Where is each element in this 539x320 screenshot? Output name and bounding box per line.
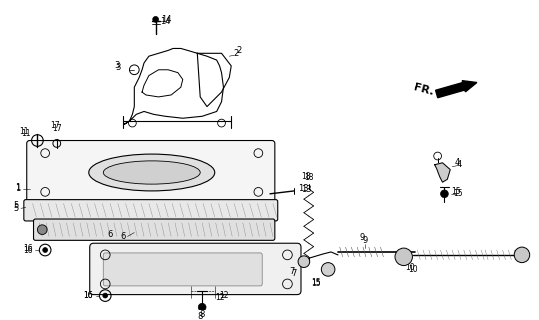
Text: 15: 15 [453, 189, 463, 198]
Circle shape [514, 247, 530, 263]
Text: 5: 5 [13, 204, 19, 213]
Text: 1: 1 [16, 182, 20, 192]
Text: 10: 10 [409, 265, 418, 274]
Text: 11: 11 [19, 127, 29, 136]
Text: 13: 13 [299, 184, 309, 194]
Text: 9: 9 [360, 233, 365, 242]
Text: 1: 1 [16, 184, 20, 194]
Circle shape [321, 263, 335, 276]
Text: 18: 18 [301, 172, 310, 181]
Text: 7: 7 [289, 267, 295, 276]
Text: 9: 9 [362, 236, 368, 245]
Text: 8: 8 [199, 310, 205, 319]
FancyArrow shape [436, 81, 477, 98]
Text: 14: 14 [160, 17, 170, 26]
Text: 8: 8 [197, 312, 203, 320]
Circle shape [37, 225, 47, 235]
FancyBboxPatch shape [27, 140, 275, 204]
Text: 5: 5 [13, 201, 19, 210]
Text: 16: 16 [23, 245, 32, 254]
Text: 16: 16 [83, 291, 93, 300]
Text: 14: 14 [161, 15, 171, 24]
Circle shape [103, 293, 108, 298]
Text: 16: 16 [83, 291, 93, 300]
Text: 4: 4 [454, 158, 460, 167]
Text: 12: 12 [219, 291, 228, 300]
Ellipse shape [89, 154, 215, 191]
Text: FR.: FR. [412, 83, 435, 98]
Text: 13: 13 [301, 186, 312, 195]
Text: 10: 10 [406, 263, 416, 272]
FancyBboxPatch shape [33, 219, 275, 240]
Text: 11: 11 [21, 129, 31, 138]
Text: 12: 12 [215, 293, 224, 302]
Circle shape [395, 248, 412, 266]
Text: 6: 6 [120, 232, 126, 241]
Text: 7: 7 [292, 269, 297, 278]
Text: 16: 16 [23, 244, 32, 252]
Text: 17: 17 [50, 122, 60, 131]
FancyBboxPatch shape [103, 253, 262, 286]
Polygon shape [435, 163, 450, 182]
Text: 17: 17 [52, 124, 61, 133]
Text: 2: 2 [233, 49, 239, 58]
Text: 3: 3 [115, 63, 121, 72]
Circle shape [440, 190, 448, 198]
Text: 2: 2 [236, 46, 241, 55]
Ellipse shape [103, 161, 200, 184]
Text: 15: 15 [312, 279, 321, 288]
FancyBboxPatch shape [89, 243, 301, 295]
Text: 18: 18 [304, 173, 314, 182]
Circle shape [153, 16, 158, 22]
Text: 6: 6 [107, 230, 113, 239]
Circle shape [43, 248, 47, 252]
Circle shape [298, 256, 310, 268]
Text: 4: 4 [457, 160, 461, 169]
Text: 15: 15 [312, 278, 321, 287]
Circle shape [198, 303, 206, 311]
Text: 15: 15 [451, 188, 461, 196]
FancyBboxPatch shape [24, 200, 278, 221]
Text: 3: 3 [114, 61, 120, 70]
